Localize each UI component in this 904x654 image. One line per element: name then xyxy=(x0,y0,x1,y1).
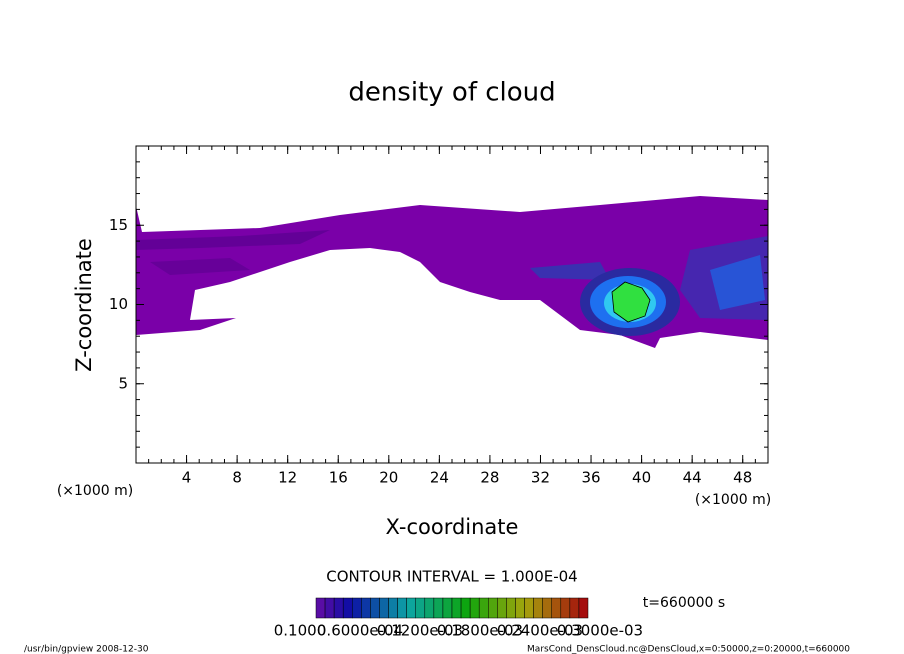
colorbar-cell xyxy=(424,597,435,619)
x-tick-label: 8 xyxy=(232,469,242,487)
colorbar-cell xyxy=(488,597,498,619)
cloud-core xyxy=(611,281,651,323)
colorbar-cell xyxy=(388,597,398,619)
x-tick-label: 32 xyxy=(531,469,550,487)
colorbar-cell xyxy=(542,597,552,619)
colorbar-cell xyxy=(460,597,471,619)
x-tick-label: 40 xyxy=(632,469,651,487)
chart-title: density of cloud xyxy=(348,78,555,108)
colorbar-cell xyxy=(506,597,516,619)
colorbar: 0.10000.6000e-040.1200e-030.1800e-030.24… xyxy=(274,597,643,640)
x-tick-label: 12 xyxy=(278,469,297,487)
colorbar-cell xyxy=(478,597,489,619)
colorbar-cell xyxy=(352,597,362,619)
colorbar-cell xyxy=(333,597,344,619)
colorbar-cell xyxy=(406,597,416,619)
cloud-streak xyxy=(530,262,610,280)
x-tick-label: 16 xyxy=(329,469,348,487)
colorbar-cell xyxy=(569,597,580,619)
cloud-field xyxy=(136,196,768,348)
x-axis-label: X-coordinate xyxy=(386,515,519,539)
colorbar-cell xyxy=(515,597,525,619)
colorbar-cell xyxy=(469,597,480,619)
y-tick-label: 5 xyxy=(118,374,128,392)
cloud-streak xyxy=(136,230,330,250)
colorbar-cell xyxy=(560,597,571,619)
colorbar-cell xyxy=(324,597,335,619)
colorbar-cell xyxy=(433,597,444,619)
x-unit: (×1000 m) xyxy=(57,483,133,499)
x-tick-label: 44 xyxy=(683,469,702,487)
colorbar-label: 0.1000 xyxy=(274,622,327,640)
colorbar-label: 0.1800e-03 xyxy=(437,622,523,640)
colorbar-label: 0.1200e-03 xyxy=(377,622,463,640)
colorbar-cell xyxy=(379,597,389,619)
colorbar-cell xyxy=(370,597,380,619)
colorbar-cell xyxy=(415,597,426,619)
colorbar-label: 0.3000e-03 xyxy=(557,622,643,640)
colorbar-cell xyxy=(451,597,462,619)
colorbar-cell xyxy=(315,597,326,619)
cloud-streak xyxy=(150,258,250,275)
x-tick-label: 20 xyxy=(379,469,398,487)
y-tick-label: 10 xyxy=(109,295,128,313)
colorbar-cell xyxy=(342,597,353,619)
colorbar-label: 0.2400e-03 xyxy=(497,622,583,640)
x-unit: (×1000 m) xyxy=(695,492,771,508)
y-axis-label: Z-coordinate xyxy=(72,238,96,372)
y-tick-label: 15 xyxy=(109,216,128,234)
colorbar-cell xyxy=(551,597,562,619)
footer-right: MarsCond_DensCloud.nc@DensCloud,x=0:5000… xyxy=(527,645,850,654)
colorbar-label: 0.6000e-04 xyxy=(317,622,403,640)
colorbar-cell xyxy=(533,597,543,619)
x-tick-label: 24 xyxy=(430,469,449,487)
colorbar-cell xyxy=(397,597,407,619)
contour-interval: CONTOUR INTERVAL = 1.000E-04 xyxy=(326,568,577,586)
colorbar-cell xyxy=(578,597,589,619)
colorbar-cell xyxy=(524,597,534,619)
colorbar-cell xyxy=(361,597,371,619)
cloud-core xyxy=(710,255,765,310)
x-tick-label: 4 xyxy=(182,469,192,487)
colorbar-cell xyxy=(442,597,453,619)
colorbar-cell xyxy=(497,597,507,619)
x-tick-label: 48 xyxy=(733,469,752,487)
x-tick-label: 28 xyxy=(480,469,499,487)
time-label: t=660000 s xyxy=(643,595,725,611)
footer-left: /usr/bin/gpview 2008-12-30 xyxy=(24,645,149,654)
x-tick-label: 36 xyxy=(581,469,600,487)
